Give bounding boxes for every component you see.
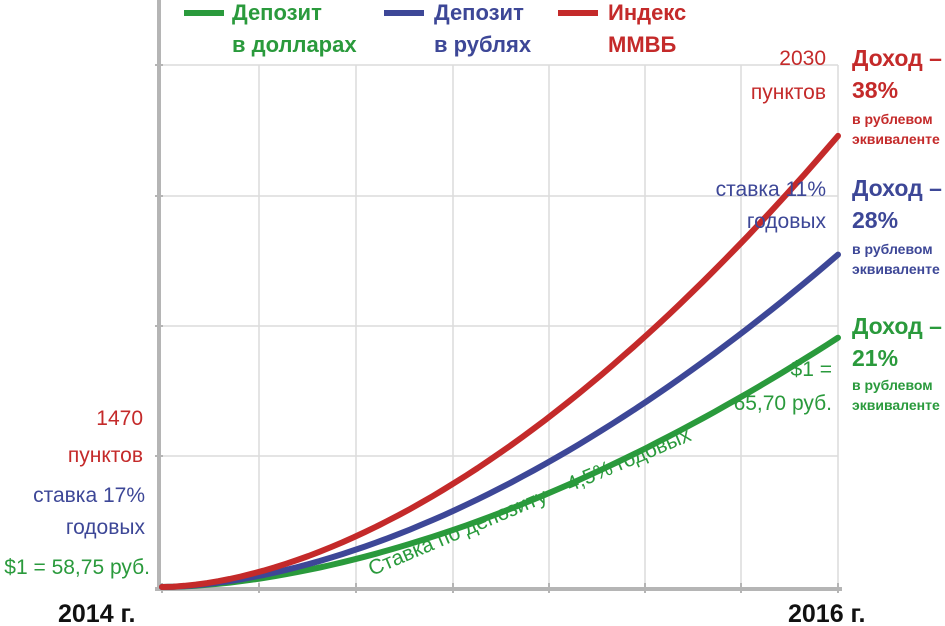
left-rubles-rate: ставка 17% (33, 484, 145, 507)
result-rubles-head1: Доход – (852, 175, 942, 201)
result-dollars-sub1: в рублевом (852, 377, 933, 393)
left-index-unit: пунктов (68, 444, 143, 467)
legend-index-line2: ММВБ (608, 32, 677, 57)
legend-swatch-rubles (384, 10, 424, 16)
result-index-sub2: эквиваленте (852, 131, 940, 147)
grid (162, 64, 839, 587)
right-index-value: 2030 (779, 47, 826, 70)
axis (155, 0, 842, 593)
x-tick-label-start: 2014 г. (58, 600, 135, 626)
right-index-unit: пунктов (751, 81, 826, 104)
result-index-head1: Доход – (852, 45, 942, 71)
legend-swatch-dollars (184, 10, 224, 16)
left-index-value: 1470 (96, 407, 143, 430)
legend-index-line1: Индекс (608, 0, 686, 25)
left-rubles-unit: годовых (66, 516, 146, 539)
series-lines (159, 132, 841, 590)
series-line-index (159, 132, 841, 590)
right-rubles-rate: ставка 11% (716, 178, 826, 201)
result-dollars-head2: 21% (852, 345, 898, 371)
x-tick-label-end: 2016 г. (788, 600, 865, 626)
series-line-rubles (159, 251, 841, 590)
right-dollars-unit: 65,70 руб. (734, 392, 832, 415)
legend: Депозит в долларах Депозит в рублях Инде… (184, 0, 686, 57)
legend-swatch-index (558, 10, 598, 16)
legend-dollars-line1: Депозит (232, 0, 322, 25)
legend-rubles-line2: в рублях (434, 32, 532, 57)
legend-rubles-line1: Депозит (434, 0, 524, 25)
result-index-head2: 38% (852, 77, 898, 103)
legend-dollars-line2: в долларах (232, 32, 357, 57)
result-rubles-sub1: в рублевом (852, 241, 933, 257)
result-dollars-sub2: эквиваленте (852, 397, 940, 413)
series-line-dollars (159, 334, 841, 590)
right-annotations: 2030 пунктов ставка 11% годовых $1 = 65,… (716, 47, 832, 415)
result-rubles-sub2: эквиваленте (852, 261, 940, 277)
results: Доход – 38% в рублевом эквиваленте Доход… (852, 45, 942, 413)
result-dollars-head1: Доход – (852, 313, 942, 339)
left-annotations: 1470 пунктов ставка 17% годовых $1 = 58,… (4, 407, 150, 579)
result-rubles-head2: 28% (852, 207, 898, 233)
left-dollars-rate: $1 = 58,75 руб. (4, 556, 150, 579)
right-rubles-unit: годовых (747, 210, 827, 233)
right-dollars-rate: $1 = (791, 358, 832, 381)
result-index-sub1: в рублевом (852, 111, 933, 127)
